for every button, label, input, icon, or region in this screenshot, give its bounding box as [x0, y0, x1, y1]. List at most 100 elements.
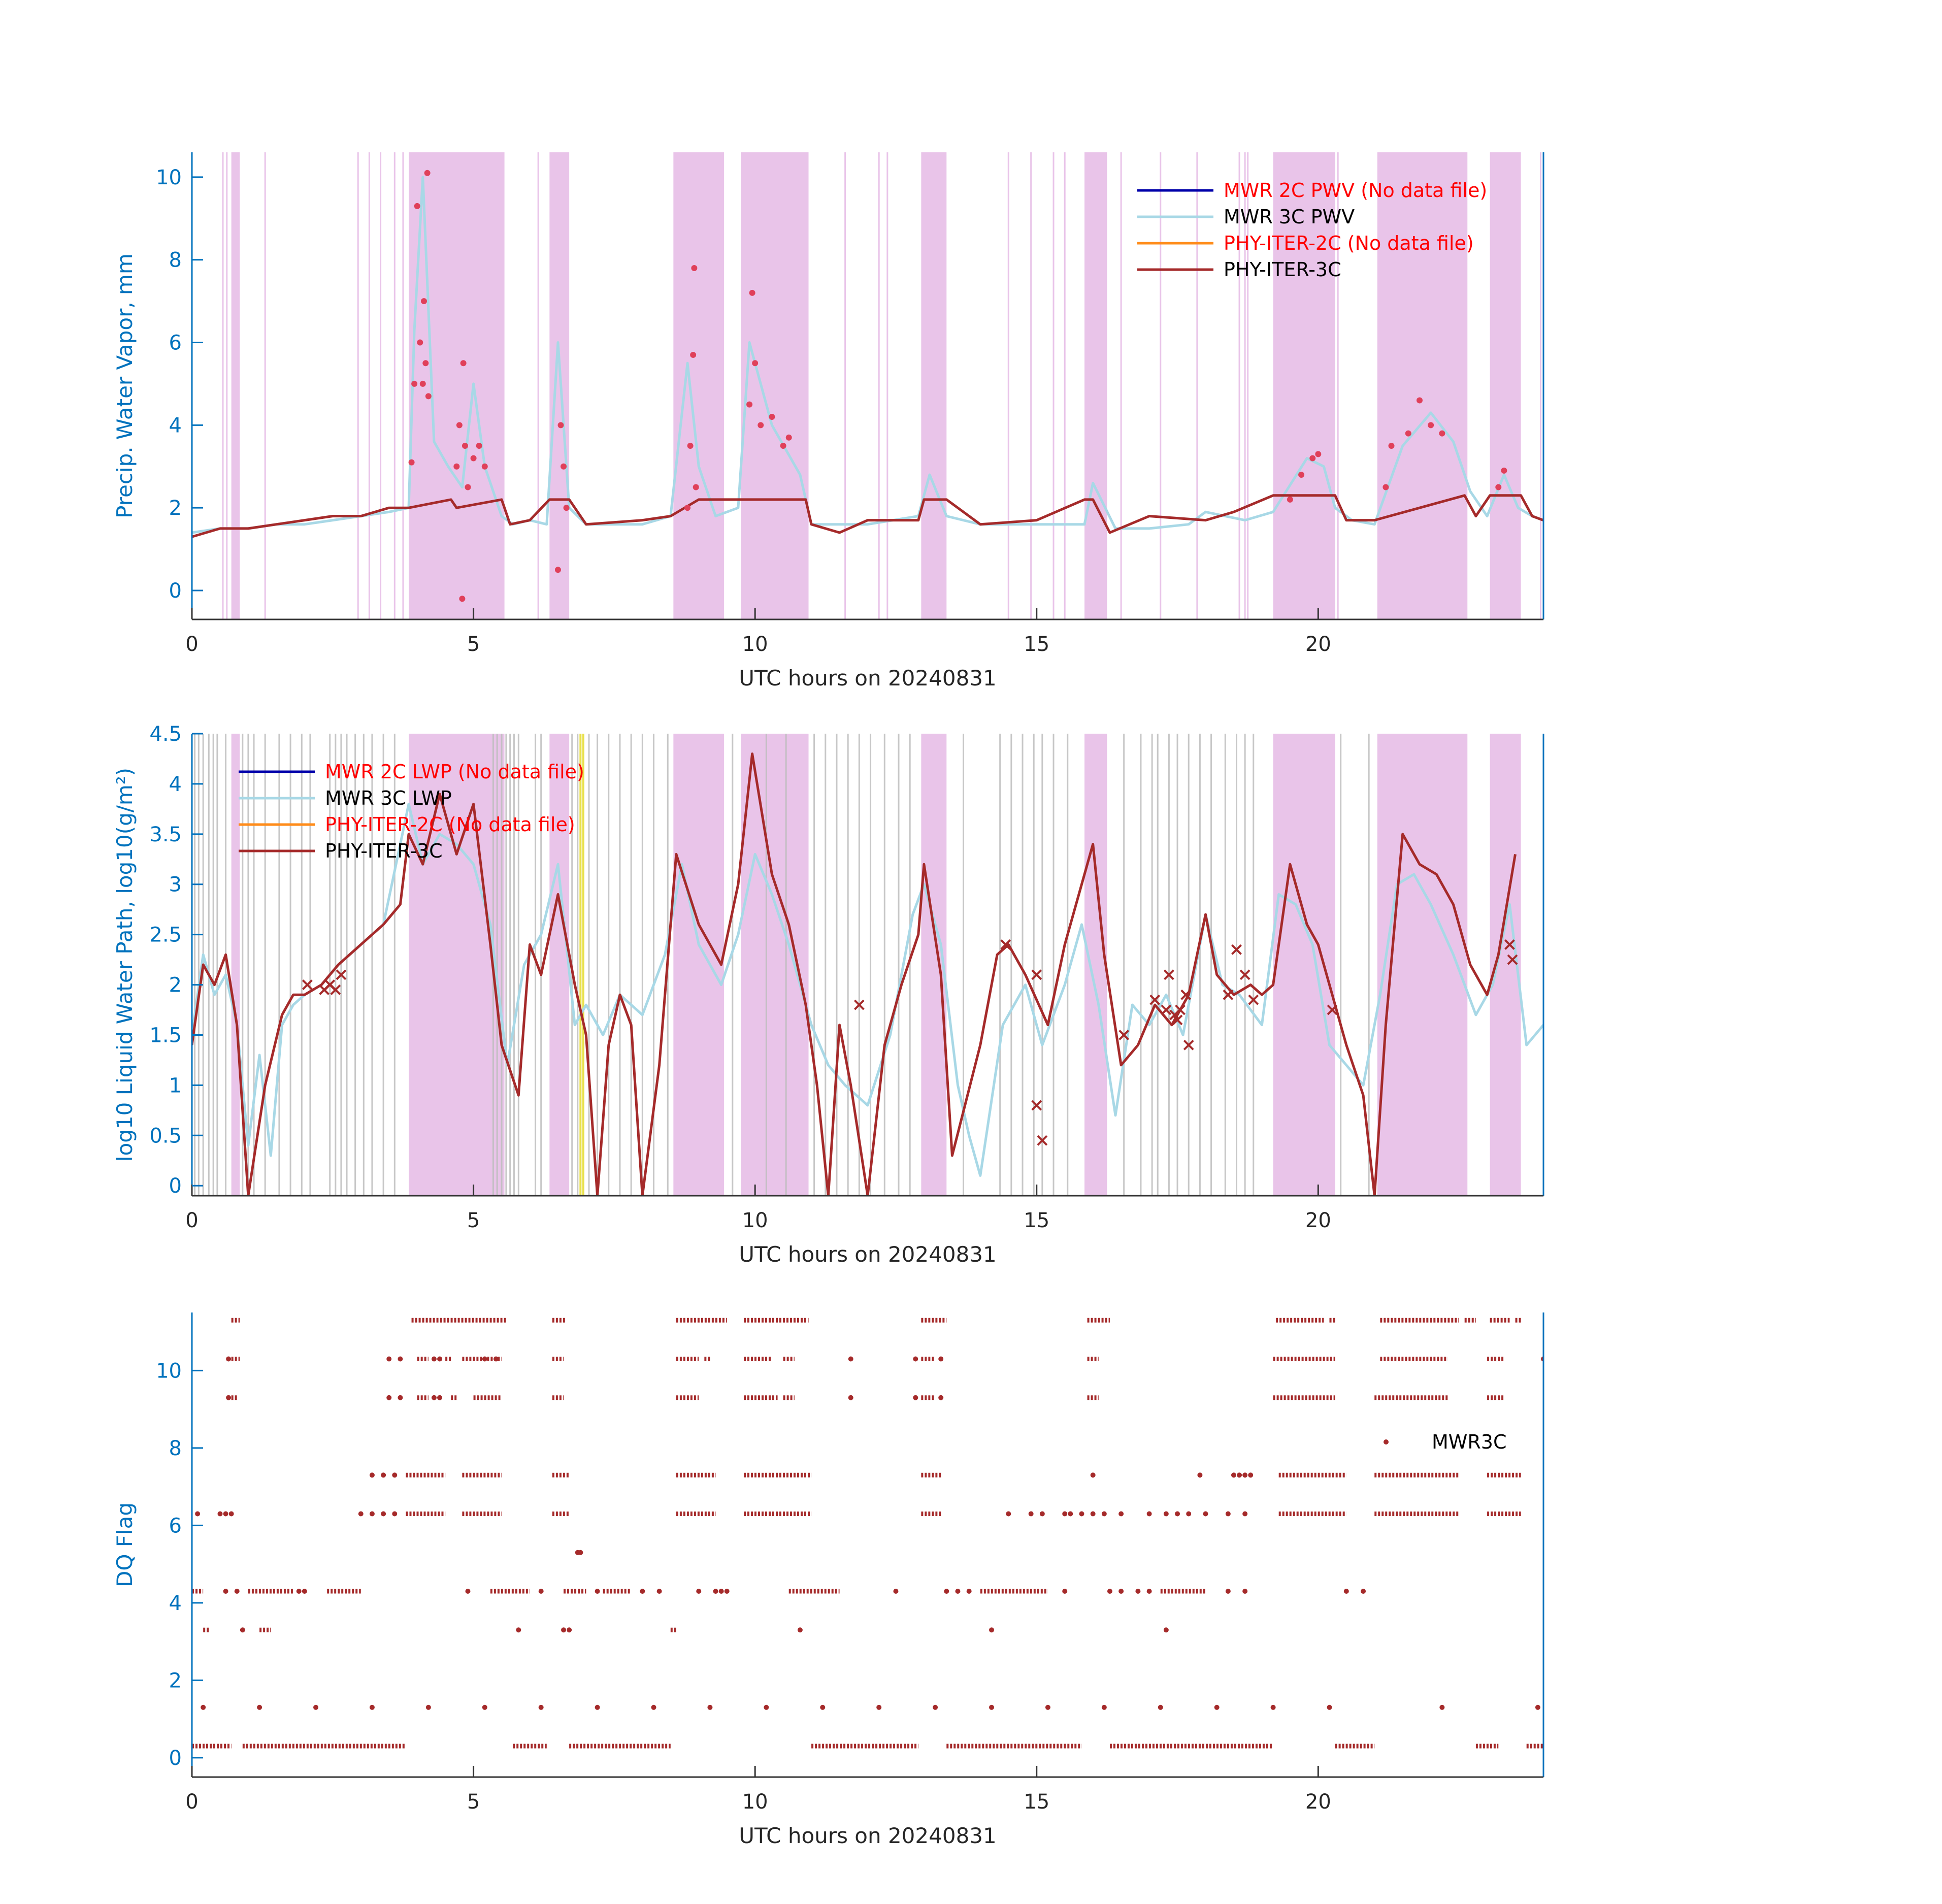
legend-symbol	[1384, 1439, 1389, 1445]
highlight-dot	[456, 422, 463, 429]
dq-flag-dot	[369, 1511, 375, 1517]
series-line	[192, 752, 1517, 1196]
flagged-interval	[1273, 734, 1335, 1196]
dq-flag-dot	[217, 1511, 223, 1517]
dq-flag-dot	[1439, 1704, 1445, 1710]
highlight-dot	[749, 289, 755, 296]
dq-flag-dot	[724, 1589, 730, 1594]
flagged-interval	[673, 734, 725, 1196]
x-marker	[336, 969, 347, 980]
flagged-interval	[1273, 152, 1335, 619]
x-tick-label: 15	[1024, 633, 1049, 656]
dq-flag-dot	[386, 1395, 392, 1400]
dq-flag-dot	[1028, 1511, 1034, 1517]
dq-flag-dot	[1118, 1589, 1124, 1594]
x-marker	[1172, 1014, 1183, 1026]
plot-area	[192, 152, 1543, 619]
dq-flag-dot	[296, 1589, 302, 1594]
x-marker	[1223, 989, 1234, 1000]
legend-label: MWR 3C PWV	[1224, 206, 1355, 228]
highlight-dot	[408, 459, 415, 466]
series-line	[192, 494, 1543, 538]
dq-flag-dot	[938, 1395, 944, 1400]
x-marker	[1327, 1004, 1338, 1015]
x-marker	[1180, 989, 1192, 1000]
dq-flag-dot	[1225, 1511, 1231, 1517]
x-marker	[1118, 1030, 1130, 1040]
y-tick-label: 6	[169, 332, 182, 355]
dq-flag-dot	[538, 1704, 544, 1710]
dq-flag-dot	[1079, 1511, 1084, 1517]
dq-flag-dot	[240, 1627, 245, 1633]
dq-flag-dot	[1242, 1589, 1248, 1594]
dq-flag-dot	[1068, 1511, 1073, 1517]
flagged-interval	[741, 152, 809, 619]
y-tick-label: 2	[169, 497, 182, 520]
highlight-dot	[684, 505, 691, 511]
y-tick-label: 3.5	[149, 823, 182, 846]
dq-flag-dot	[1118, 1511, 1124, 1517]
dq-flag-dot	[1090, 1511, 1096, 1517]
y-tick-label: 1.5	[149, 1024, 182, 1047]
y-tick-label: 4	[169, 414, 182, 437]
dq-flag-dot	[1039, 1511, 1045, 1517]
highlight-dot	[693, 484, 699, 490]
dq-flag-dot	[696, 1589, 702, 1594]
y-tick-label: 4	[169, 773, 182, 796]
dq-flag-dot	[933, 1704, 938, 1710]
highlight-dot	[425, 393, 432, 400]
flagged-interval	[1377, 152, 1468, 619]
dq-flag-dot	[1327, 1704, 1332, 1710]
dq-flag-dot	[234, 1589, 240, 1594]
x-marker	[1031, 1100, 1042, 1111]
x-tick-label: 0	[185, 633, 198, 656]
y-tick-label: 0	[169, 1747, 182, 1770]
y-tick-label: 6	[169, 1514, 182, 1537]
x-marker	[1239, 969, 1250, 980]
x-tick-label: 20	[1305, 1790, 1331, 1814]
x-tick-label: 5	[467, 1209, 480, 1232]
dq-flag-dot	[431, 1356, 437, 1362]
highlight-dot	[1495, 484, 1502, 490]
dq-flag-dot	[578, 1550, 583, 1555]
y-tick-label: 1	[169, 1074, 182, 1097]
highlight-dot	[752, 360, 759, 367]
dq-flag-dot	[797, 1627, 803, 1633]
highlight-dot	[758, 422, 764, 429]
highlight-dot	[419, 380, 426, 387]
legend-label: MWR3C	[1432, 1431, 1506, 1453]
dq-flag-dot	[595, 1589, 600, 1594]
highlight-dot	[411, 380, 418, 387]
dq-flag-dot	[1045, 1704, 1050, 1710]
dq-flag-dot	[226, 1395, 232, 1400]
x-axis-title: UTC hours on 20240831	[739, 1823, 997, 1848]
dq-flag-dot	[1242, 1511, 1248, 1517]
dq-flag-dot	[656, 1589, 662, 1594]
x-tick-label: 5	[467, 633, 480, 656]
legend-label: PHY-ITER-2C (No data file)	[1224, 232, 1474, 254]
x-marker	[1031, 969, 1042, 980]
highlight-dot	[1439, 430, 1445, 437]
dq-flag-dot	[465, 1589, 471, 1594]
x-tick-label: 15	[1024, 1790, 1049, 1814]
flagged-interval	[231, 734, 240, 1196]
dq-flag-dot	[1175, 1511, 1180, 1517]
dq-flag-dot	[313, 1704, 319, 1710]
x-marker	[1175, 1004, 1186, 1015]
highlight-dot	[470, 455, 477, 462]
x-marker	[330, 984, 341, 995]
x-tick-label: 15	[1024, 1209, 1049, 1232]
y-axis-title: DQ Flag	[112, 1502, 137, 1587]
dq-flag-dot	[398, 1395, 403, 1400]
highlight-dot	[453, 463, 460, 470]
y-axis-title: Precip. Water Vapor, mm	[112, 253, 137, 518]
dq-flag-dot	[640, 1589, 645, 1594]
dq-flag-dot	[223, 1589, 228, 1594]
dq-flag-dot	[567, 1627, 572, 1633]
x-tick-label: 5	[467, 1790, 480, 1814]
dq-flag-dot	[595, 1704, 600, 1710]
x-marker	[1149, 994, 1161, 1005]
y-tick-label: 0	[169, 1174, 182, 1198]
dq-flag-dot	[1237, 1472, 1242, 1478]
